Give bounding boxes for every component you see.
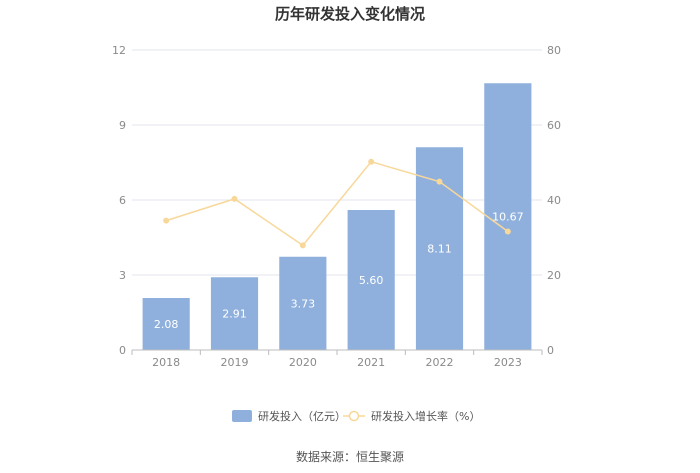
growth-point [436, 178, 443, 185]
growth-point [368, 158, 375, 165]
growth-point [504, 228, 511, 235]
bar-value-label: 8.11 [427, 243, 452, 256]
y-left-tick-label: 0 [119, 344, 126, 357]
growth-line [163, 158, 511, 249]
bar [279, 256, 327, 350]
x-tick-label: 2022 [426, 356, 454, 369]
y-left-tick-label: 12 [112, 44, 126, 57]
legend-bar-swatch [232, 410, 252, 422]
growth-point [163, 217, 170, 224]
y-left-tick-label: 3 [119, 269, 126, 282]
bar-value-label: 10.67 [492, 211, 524, 224]
y-right-tick-label: 0 [547, 344, 554, 357]
bar [484, 83, 532, 350]
y-right-tick-label: 20 [547, 269, 561, 282]
bar-value-label: 2.08 [154, 318, 179, 331]
bar [210, 277, 259, 350]
legend[interactable]: 研发投入（亿元） 研发投入增长率（%） [232, 409, 480, 423]
legend-bar-label: 研发投入（亿元） [258, 409, 346, 423]
grid [132, 49, 542, 276]
y-left-tick-label: 6 [119, 194, 126, 207]
growth-line-path [165, 160, 509, 247]
y-right-tick-label: 80 [547, 44, 561, 57]
bar [347, 210, 395, 350]
bar [142, 298, 190, 350]
bar-value-label: 5.60 [359, 274, 384, 287]
axes: 0 3 6 9 12 0 20 40 60 80 2018 2019 2020 2021 2022 2023 [112, 44, 561, 369]
y-right-tick-label: 40 [547, 194, 561, 207]
y-left-tick-label: 9 [119, 119, 126, 132]
legend-line-marker [348, 410, 360, 422]
chart-title: 历年研发投入变化情况 [275, 5, 425, 23]
x-tick-label: 2019 [221, 356, 249, 369]
data-labels: 2.08 2.91 3.73 5.60 8.11 10.67 [154, 211, 524, 331]
bar-value-label: 3.73 [291, 297, 316, 310]
bars [142, 83, 532, 350]
growth-point [231, 195, 238, 202]
legend-line-label: 研发投入增长率（%） [371, 409, 480, 423]
source-note: 数据来源：恒生聚源 [296, 449, 404, 464]
x-tick-label: 2018 [152, 356, 180, 369]
growth-point [299, 242, 306, 249]
x-tick-label: 2021 [357, 356, 385, 369]
bar-value-label: 2.91 [222, 308, 247, 321]
x-tick-label: 2020 [289, 356, 317, 369]
x-tick-label: 2023 [494, 356, 522, 369]
y-right-tick-label: 60 [547, 119, 561, 132]
